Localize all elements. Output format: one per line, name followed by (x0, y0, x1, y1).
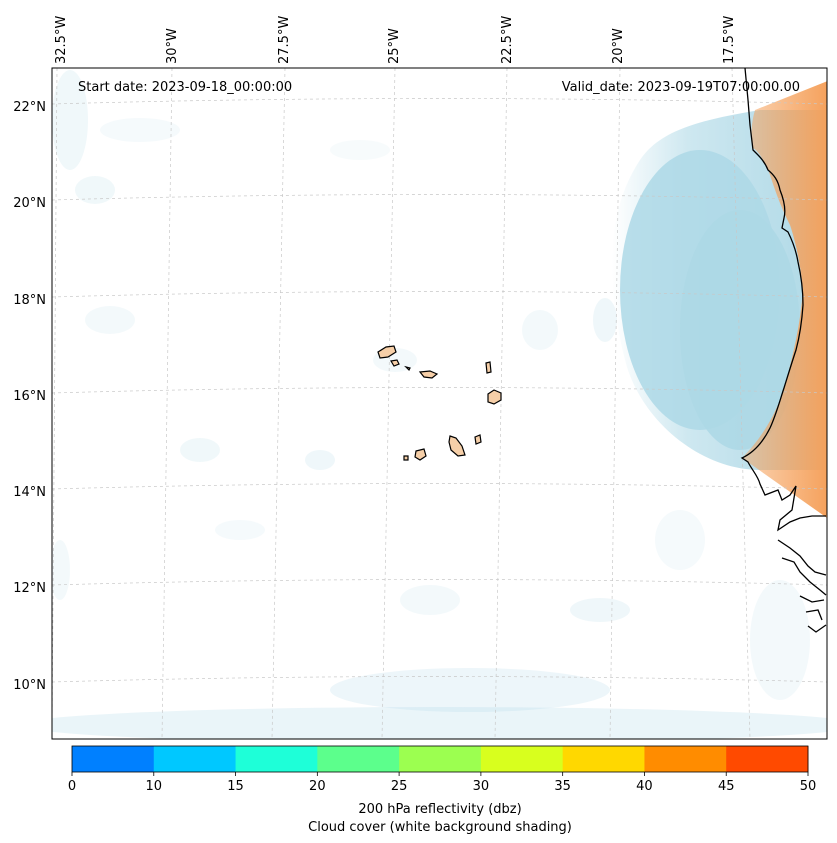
valid-date-label: Valid_date: 2023-09-19T07:00:00.00 (562, 80, 800, 95)
lat-label: 20°N (13, 196, 46, 211)
colorbar-segment (72, 746, 155, 772)
cape-verde-islands (377, 345, 502, 461)
cloud-cover-shading (52, 70, 827, 739)
latitude-labels: 22°N 20°N 18°N 16°N 14°N 12°N 10°N (13, 100, 46, 693)
island-sao-vicente (390, 359, 400, 367)
lat-label: 22°N (13, 100, 46, 115)
island-santiago (448, 435, 466, 457)
colorbar-tick-label: 50 (800, 779, 817, 794)
lat-label: 18°N (13, 293, 46, 308)
lon-label: 30°W (165, 28, 180, 64)
colorbar-segment (399, 746, 482, 772)
colorbar-segment (317, 746, 400, 772)
colorbar-segment (153, 746, 237, 772)
graticule (52, 68, 827, 739)
land-reflectivity-shading (742, 81, 827, 518)
lat-label: 14°N (13, 485, 46, 500)
lon-label: 17.5°W (722, 16, 737, 64)
colorbar-segment (726, 746, 809, 772)
colorbar: 0 10 15 20 25 30 35 40 45 50 (68, 745, 817, 794)
colorbar-tick-label: 15 (227, 779, 244, 794)
colorbar-segment (562, 746, 645, 772)
colorbar-tick-label: 20 (309, 779, 326, 794)
lon-label: 20°W (611, 28, 626, 64)
colorbar-label: 200 hPa reflectivity (dbz) (358, 802, 521, 817)
lat-label: 12°N (13, 581, 46, 596)
colorbar-tick-label: 35 (554, 779, 571, 794)
lon-label: 27.5°W (277, 16, 292, 64)
map-frame (51, 67, 828, 740)
lat-label: 10°N (13, 678, 46, 693)
lon-label: 22.5°W (500, 16, 515, 64)
island-sao-nicolau (418, 370, 439, 379)
colorbar-segment (235, 746, 318, 772)
island-santa-luzia (404, 365, 411, 372)
colorbar-tick-label: 45 (718, 779, 735, 794)
colorbar-tick-label: 25 (391, 779, 408, 794)
africa-coastline (740, 68, 827, 633)
colorbar-frame (71, 745, 809, 773)
island-sal (485, 361, 492, 374)
colorbar-tick-label: 30 (473, 779, 490, 794)
island-boa-vista (487, 389, 502, 405)
colorbar-sublabel: Cloud cover (white background shading) (308, 820, 572, 835)
island-brava (403, 455, 409, 461)
island-santo-antao (377, 345, 397, 359)
colorbar-tick-label: 0 (68, 779, 76, 794)
lon-label: 32.5°W (54, 16, 69, 64)
colorbar-tick-label: 40 (636, 779, 653, 794)
colorbar-tick-label: 10 (146, 779, 163, 794)
lon-label: 25°W (387, 28, 402, 64)
island-maio (474, 434, 482, 445)
longitude-labels: 32.5°W 30°W 27.5°W 25°W 22.5°W 20°W 17.5… (54, 16, 737, 64)
colorbar-segment (480, 746, 564, 772)
start-date-label: Start date: 2023-09-18_00:00:00 (78, 80, 292, 95)
colorbar-segment (644, 746, 727, 772)
lat-label: 16°N (13, 389, 46, 404)
island-fogo (414, 448, 427, 461)
